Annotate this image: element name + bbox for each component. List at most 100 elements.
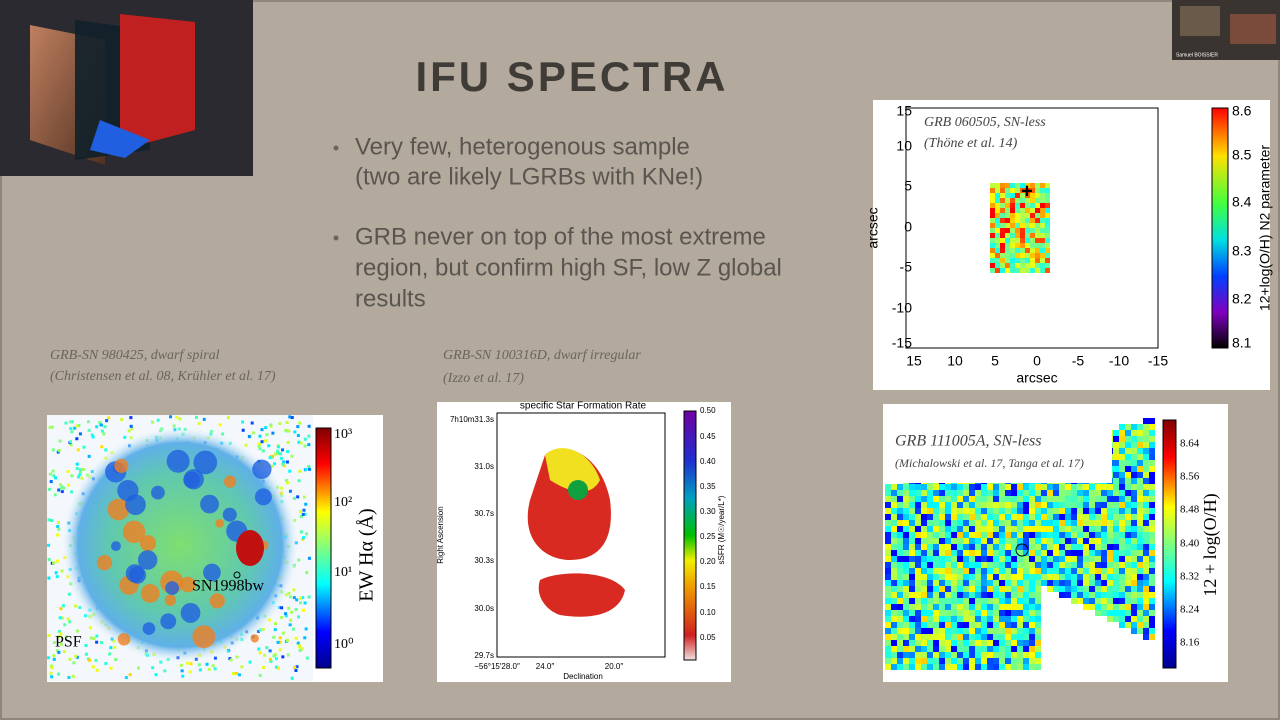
pixel bbox=[990, 208, 995, 213]
pixel bbox=[1035, 502, 1041, 508]
pixel bbox=[1045, 183, 1050, 188]
pixel bbox=[1131, 574, 1137, 580]
pixel bbox=[993, 592, 999, 598]
pixel bbox=[915, 484, 921, 490]
pixel bbox=[933, 538, 939, 544]
pixel bbox=[1005, 592, 1011, 598]
noise-pixel bbox=[52, 561, 56, 565]
pixel bbox=[975, 562, 981, 568]
noise-pixel bbox=[66, 617, 70, 621]
pixel bbox=[1017, 652, 1023, 658]
pixel bbox=[1149, 424, 1155, 430]
pixel bbox=[1143, 508, 1149, 514]
pixel bbox=[1053, 586, 1059, 592]
pixel bbox=[1071, 502, 1077, 508]
noise-pixel bbox=[278, 648, 282, 652]
pixel bbox=[1071, 568, 1077, 574]
pixel bbox=[1143, 538, 1149, 544]
noise-pixel bbox=[74, 654, 78, 658]
pixel bbox=[969, 526, 975, 532]
noise-pixel bbox=[294, 636, 298, 640]
pixel bbox=[1089, 592, 1095, 598]
pixel bbox=[951, 556, 957, 562]
pixel bbox=[993, 502, 999, 508]
pixel bbox=[1035, 508, 1041, 514]
pixel bbox=[1137, 598, 1143, 604]
pixel bbox=[891, 544, 897, 550]
pixel bbox=[1137, 442, 1143, 448]
pixel bbox=[921, 604, 927, 610]
noise-pixel bbox=[296, 425, 300, 429]
pixel bbox=[987, 592, 993, 598]
pixel bbox=[1059, 562, 1065, 568]
pixel bbox=[981, 556, 987, 562]
pixel bbox=[957, 508, 963, 514]
pixel bbox=[993, 508, 999, 514]
pixel bbox=[1119, 544, 1125, 550]
pixel bbox=[903, 610, 909, 616]
noise-pixel bbox=[281, 448, 285, 452]
pixel bbox=[987, 514, 993, 520]
pixel bbox=[1047, 484, 1053, 490]
pixel bbox=[1015, 183, 1020, 188]
pixel bbox=[1083, 598, 1089, 604]
pixel bbox=[933, 496, 939, 502]
pixel bbox=[1131, 610, 1137, 616]
noise-pixel bbox=[273, 628, 277, 632]
pixel bbox=[1020, 208, 1025, 213]
pixel bbox=[1077, 586, 1083, 592]
pixel bbox=[1089, 598, 1095, 604]
pixel bbox=[885, 544, 891, 550]
pixel bbox=[975, 484, 981, 490]
pixel bbox=[1017, 646, 1023, 652]
pixel bbox=[1045, 188, 1050, 193]
pixel bbox=[1020, 243, 1025, 248]
noise-pixel bbox=[293, 665, 297, 669]
colorbar-label: 12+log(O/H) N2 parameter bbox=[1257, 145, 1273, 311]
colorbar-tick-label: 10⁰ bbox=[334, 637, 354, 652]
pixel bbox=[993, 562, 999, 568]
pixel bbox=[951, 538, 957, 544]
pixel bbox=[1030, 263, 1035, 268]
pixel bbox=[915, 628, 921, 634]
noise-pixel bbox=[95, 425, 99, 429]
pixel bbox=[927, 640, 933, 646]
pixel bbox=[1005, 622, 1011, 628]
pixel bbox=[1005, 514, 1011, 520]
pixel bbox=[1017, 484, 1023, 490]
pixel bbox=[1131, 472, 1137, 478]
pixel bbox=[915, 646, 921, 652]
pixel bbox=[1119, 568, 1125, 574]
pixel bbox=[1005, 490, 1011, 496]
pixel bbox=[1137, 514, 1143, 520]
pixel bbox=[945, 514, 951, 520]
noise-pixel bbox=[61, 604, 65, 608]
y-axis-label: arcsec bbox=[865, 207, 881, 248]
pixel bbox=[1095, 508, 1101, 514]
pixel bbox=[1149, 418, 1155, 424]
pixel bbox=[951, 490, 957, 496]
pixel bbox=[1125, 556, 1131, 562]
pixel bbox=[1005, 610, 1011, 616]
pixel bbox=[951, 598, 957, 604]
pixel bbox=[1119, 616, 1125, 622]
colorbar-tick-label: 8.16 bbox=[1180, 637, 1200, 649]
pixel bbox=[1045, 263, 1050, 268]
x-tick-label: -10 bbox=[1109, 353, 1129, 369]
pixel bbox=[995, 203, 1000, 208]
pixel bbox=[957, 574, 963, 580]
pixel bbox=[921, 562, 927, 568]
pixel bbox=[1025, 203, 1030, 208]
pixel bbox=[933, 520, 939, 526]
pixel bbox=[1137, 424, 1143, 430]
pixel bbox=[1023, 568, 1029, 574]
noise-pixel bbox=[258, 651, 262, 655]
pixel bbox=[903, 580, 909, 586]
image-label: (Thöne et al. 14) bbox=[924, 136, 1018, 151]
pixel bbox=[915, 586, 921, 592]
pixel bbox=[909, 568, 915, 574]
pixel bbox=[1015, 188, 1020, 193]
pixel bbox=[1035, 203, 1040, 208]
pixel bbox=[1059, 556, 1065, 562]
pixel bbox=[1017, 490, 1023, 496]
